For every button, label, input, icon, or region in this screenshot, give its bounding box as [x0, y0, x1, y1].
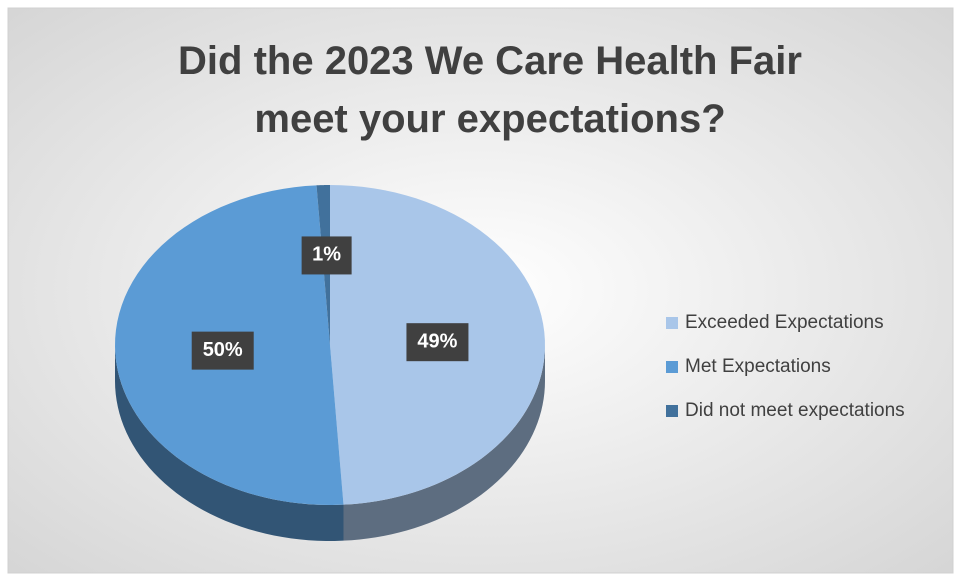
legend-label: Exceeded Expectations [685, 312, 884, 333]
data-label-box [301, 236, 352, 275]
legend-swatch [666, 361, 678, 373]
data-label: 1% [312, 244, 341, 266]
data-label: 50% [203, 339, 243, 361]
data-label-box [191, 331, 254, 370]
chart-title: Did the 2023 We Care Health Fair meet yo… [178, 39, 802, 141]
pie-slice-side [343, 345, 545, 541]
legend-label: Met Expectations [685, 356, 831, 377]
legend-label: Did not meet expectations [685, 400, 905, 421]
data-label: 49% [417, 330, 457, 352]
legend-swatch [666, 317, 678, 329]
legend-swatch [666, 405, 678, 417]
data-label-box [406, 323, 469, 362]
pie-slice-side [115, 345, 344, 541]
